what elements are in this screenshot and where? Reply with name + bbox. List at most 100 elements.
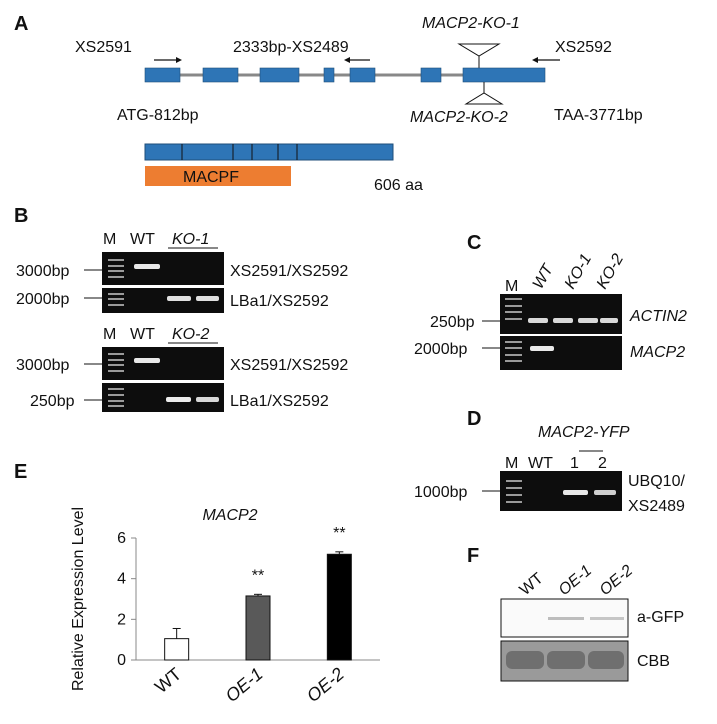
- ladder-band: [505, 305, 522, 307]
- ko1-insertion-triangle: [457, 43, 501, 57]
- gel-b2-ko-label: KO-2: [172, 326, 209, 343]
- gel-b1-ko-label: KO-1: [172, 231, 209, 248]
- gel-d-title: MACP2-YFP: [538, 424, 630, 441]
- panel-f-letter: F: [467, 545, 479, 567]
- blot-f-oe2-label: OE-2: [597, 562, 637, 599]
- ladder-band: [108, 276, 124, 278]
- macpf-domain: [145, 166, 291, 186]
- chart-y-tick-label: 0: [117, 652, 126, 669]
- atg-label: ATG-812bp: [117, 107, 199, 124]
- blot-f-cbb-band-oe2: [588, 651, 624, 669]
- gel-c-m-label: M: [505, 278, 518, 295]
- exon-6: [420, 67, 442, 83]
- ladder-band: [108, 359, 124, 361]
- chart-bar-2: [326, 553, 352, 661]
- actin-band-ko2: [600, 318, 618, 323]
- gel-b1-top: [102, 252, 224, 285]
- ladder-band: [505, 354, 522, 356]
- gel-c-ladder: [505, 298, 522, 362]
- gel-d-m-label: M: [505, 455, 518, 472]
- ko1-insertion-label: MACP2-KO-1: [422, 15, 520, 32]
- gel-b1-size-3000: 3000bp: [16, 263, 69, 280]
- macpf-domain-label: MACPF: [183, 169, 239, 186]
- panel-e-letter: E: [14, 461, 27, 483]
- actin-band-ko1b: [578, 318, 598, 323]
- ladder-band: [108, 353, 124, 355]
- gel-c-size-250: 250bp: [430, 314, 475, 331]
- ladder-band: [505, 318, 522, 320]
- gel-d-band-line2: [594, 490, 616, 495]
- chart-category-label-0: WT: [151, 664, 185, 697]
- primer-xs2591-label: XS2591: [75, 39, 132, 56]
- blot-f-row-cbb: CBB: [637, 653, 670, 670]
- gel-d-line2-label: 2: [598, 455, 607, 472]
- gel-b1-wt-label: WT: [130, 231, 155, 248]
- chart-category-label-1: OE-1: [222, 664, 267, 706]
- ko2-insertion-triangle: [464, 92, 504, 105]
- ladder-band: [108, 400, 124, 402]
- panel-a-letter: A: [14, 13, 28, 35]
- ladder-band: [108, 270, 124, 272]
- ladder-band: [108, 293, 124, 295]
- primer-xs2489-label: 2333bp-XS2489: [233, 39, 349, 56]
- ladder-band: [506, 494, 522, 496]
- protein-bar-dividers: [181, 144, 298, 160]
- gel-b2-size-250: 250bp: [30, 393, 75, 410]
- chart-bar-0: [164, 638, 190, 661]
- gel-b2-primer-1: XS2591/XS2592: [230, 357, 348, 374]
- ladder-band: [108, 388, 124, 390]
- gel-b1-ladder: [108, 259, 124, 306]
- blot-f-cbb-band-wt: [506, 651, 544, 669]
- gel-c-size-2000: 2000bp: [414, 341, 467, 358]
- ko2-insertion-label: MACP2-KO-2: [410, 109, 508, 126]
- blot-f-agfp-band-oe2: [590, 617, 624, 620]
- gel-b2-top: [102, 347, 224, 380]
- ladder-band: [505, 341, 522, 343]
- gel-b2-ladder: [108, 353, 124, 407]
- blot-f-oe1-label: OE-1: [556, 562, 596, 599]
- gel-b2-ko-band-2: [196, 397, 219, 402]
- chart-title: MACP2: [202, 507, 257, 524]
- blot-f-wt-label: WT: [517, 570, 547, 599]
- chart-y-tick-label: 4: [117, 571, 126, 588]
- expression-bar-chart: MACP2 Relative Expression Level 0 2 4 6 WT ** OE…: [70, 507, 380, 706]
- blot-f-row-agfp: a-GFP: [637, 609, 684, 626]
- gel-c-actin-bands: [528, 318, 618, 323]
- gene-exons: [144, 67, 546, 83]
- gel-b2-ko-band-1: [166, 397, 191, 402]
- ladder-band: [108, 405, 124, 407]
- chart-significance-2: **: [333, 525, 345, 542]
- gel-d-ladder: [506, 480, 522, 503]
- gel-b1-size-2000: 2000bp: [16, 291, 69, 308]
- exon-4: [323, 67, 335, 83]
- ladder-band: [505, 298, 522, 300]
- protein-length-label: 606 aa: [374, 177, 423, 194]
- gel-b2-primer-2: LBa1/XS2592: [230, 393, 329, 410]
- gel-b1-ko-band-2: [196, 296, 219, 301]
- gel-b1-primer-1: XS2591/XS2592: [230, 263, 348, 280]
- ladder-band: [108, 394, 124, 396]
- ladder-band: [108, 259, 124, 261]
- gel-d-size-1000: 1000bp: [414, 484, 467, 501]
- gel-b2-size-3000: 3000bp: [16, 357, 69, 374]
- ladder-band: [108, 304, 124, 306]
- gel-c-ko2-label: KO-2: [594, 251, 627, 292]
- gel-d-primer-line1: UBQ10/: [628, 473, 685, 490]
- actin-band-ko1a: [553, 318, 573, 323]
- gel-c-gene-actin2: ACTIN2: [629, 308, 687, 325]
- ladder-band: [108, 370, 124, 372]
- gel-c-top: [500, 294, 622, 334]
- exon-5: [349, 67, 376, 83]
- blot-f-agfp-band-oe1: [548, 617, 584, 620]
- chart-ylabel: Relative Expression Level: [70, 507, 87, 691]
- gel-d-wt-label: WT: [528, 455, 553, 472]
- ladder-band: [506, 480, 522, 482]
- gel-c-macp2-band-wt: [530, 346, 554, 351]
- ladder-band: [505, 360, 522, 362]
- gel-b1-m-label: M: [103, 231, 116, 248]
- protein-bar: [144, 143, 394, 161]
- chart-bar-1: [245, 595, 271, 661]
- gel-c-gene-macp2: MACP2: [630, 344, 685, 361]
- gel-d-primer-line2: XS2489: [628, 498, 685, 515]
